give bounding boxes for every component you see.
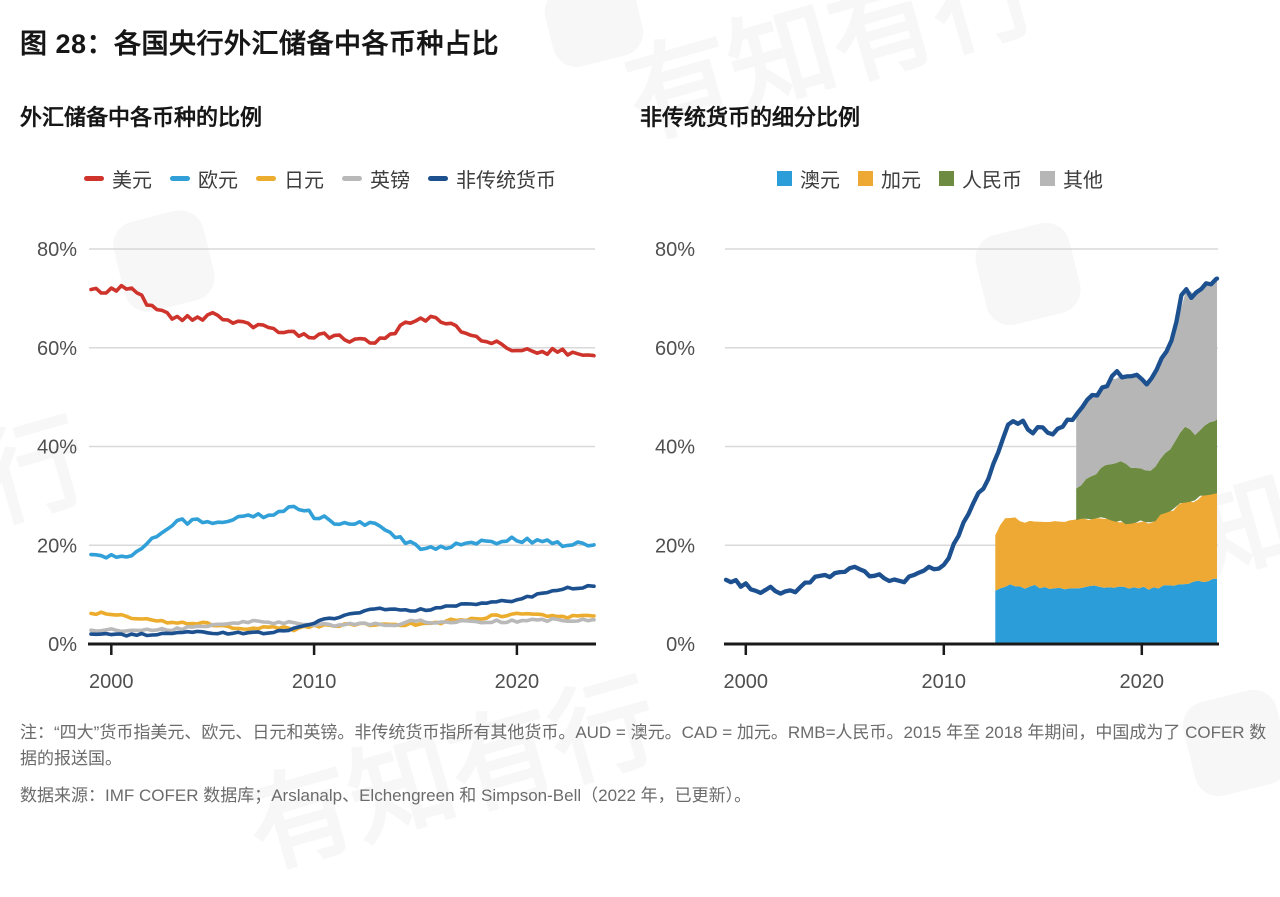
- series-line-欧元: [89, 504, 596, 560]
- legend-label: 加元: [881, 169, 921, 192]
- x-tick-label: 2000: [89, 671, 134, 693]
- legend-item: 人民币: [939, 164, 1022, 193]
- series-line-英镑: [89, 616, 596, 634]
- line-chart-svg: 2000 2010 2020 0% 20% 40% 60% 80%: [37, 239, 596, 693]
- legend-item: 日元: [256, 164, 324, 193]
- legend-label: 美元: [112, 169, 152, 192]
- legend-item: 英镑: [342, 164, 410, 193]
- series-line-非传统货币: [89, 583, 596, 638]
- y-tick-label: 40%: [655, 437, 695, 459]
- legend-item: 其他: [1040, 164, 1103, 193]
- legend-swatch-square-icon: [1040, 170, 1055, 186]
- source-text: 数据来源：IMF COFER 数据库；Arslanalp、Elchengreen…: [20, 785, 752, 805]
- area-澳元: [995, 578, 1217, 644]
- legend-label: 其他: [1063, 169, 1103, 192]
- area-人民币: [1076, 419, 1217, 525]
- legend-swatch-dash-icon: [170, 175, 190, 181]
- legend-swatch-dash-icon: [84, 175, 104, 181]
- y-tick-label: 0%: [48, 634, 77, 656]
- legend-label: 英镑: [370, 169, 410, 192]
- x-tick-label: 2010: [922, 671, 967, 693]
- watermark-logo: [539, 0, 649, 72]
- page-root: { "page": { "title": "图 28：各国央行外汇储备中各币种占…: [20, 0, 1268, 809]
- chart-panel-left: 外汇储备中各币种的比例 美元 欧元 日元 英镑 非传统货币 2000 2010 2020 0%…: [20, 103, 620, 705]
- y-tick-label: 40%: [37, 437, 77, 459]
- legend-swatch-dash-icon: [428, 175, 448, 181]
- chart-legend: 美元 欧元 日元 英镑 非传统货币: [20, 163, 620, 193]
- y-tick-label: 20%: [37, 535, 77, 557]
- chart-svg-wrap: 2000 2010 2020 0% 20% 40% 60% 80%: [640, 225, 1240, 705]
- chart-panel-right: 非传统货币的细分比例 澳元 加元 人民币 其他 2000 2010 2020 0% 20% 40…: [640, 103, 1240, 705]
- legend-label: 欧元: [198, 169, 238, 192]
- legend-label: 非传统货币: [456, 169, 556, 192]
- legend-label: 人民币: [962, 169, 1022, 192]
- legend-label: 日元: [284, 169, 324, 192]
- y-tick-label: 60%: [655, 338, 695, 360]
- legend-item: 非传统货币: [428, 164, 556, 193]
- area-其他: [1076, 278, 1217, 489]
- legend-swatch-square-icon: [939, 170, 954, 186]
- y-tick-label: 0%: [666, 634, 695, 656]
- note-text: 注：“四大”货币指美元、欧元、日元和英镑。非传统货币指所有其他货币。AUD = …: [20, 723, 1267, 769]
- legend-item: 美元: [84, 164, 152, 193]
- chart-subtitle: 外汇储备中各币种的比例: [20, 105, 263, 130]
- x-tick-label: 2020: [495, 671, 540, 693]
- x-tick-label: 2020: [1120, 671, 1165, 693]
- legend-swatch-square-icon: [777, 170, 792, 186]
- legend-swatch-dash-icon: [342, 175, 362, 181]
- figure-title: 图 28：各国央行外汇储备中各币种占比: [20, 29, 500, 59]
- legend-swatch-dash-icon: [256, 175, 276, 181]
- y-tick-label: 80%: [655, 239, 695, 261]
- x-tick-label: 2010: [292, 671, 337, 693]
- legend-swatch-square-icon: [858, 170, 873, 186]
- chart-svg-wrap: 2000 2010 2020 0% 20% 40% 60% 80%: [20, 225, 620, 705]
- chart-subtitle: 非传统货币的细分比例: [640, 105, 861, 130]
- series-line-非传统货币合计: [723, 276, 1220, 596]
- area-加元: [995, 493, 1217, 591]
- legend-item: 澳元: [777, 164, 840, 193]
- stacked-area-chart-svg: 2000 2010 2020 0% 20% 40% 60% 80%: [655, 239, 1220, 693]
- footnotes: 注：“四大”货币指美元、欧元、日元和英镑。非传统货币指所有其他货币。AUD = …: [20, 720, 1268, 809]
- series-line-美元: [89, 283, 596, 358]
- legend-label: 澳元: [800, 169, 840, 192]
- y-tick-label: 80%: [37, 239, 77, 261]
- legend-item: 欧元: [170, 164, 238, 193]
- chart-legend: 澳元 加元 人民币 其他: [640, 163, 1240, 193]
- y-tick-label: 60%: [37, 338, 77, 360]
- legend-item: 加元: [858, 164, 921, 193]
- x-tick-label: 2000: [724, 671, 769, 693]
- y-tick-label: 20%: [655, 535, 695, 557]
